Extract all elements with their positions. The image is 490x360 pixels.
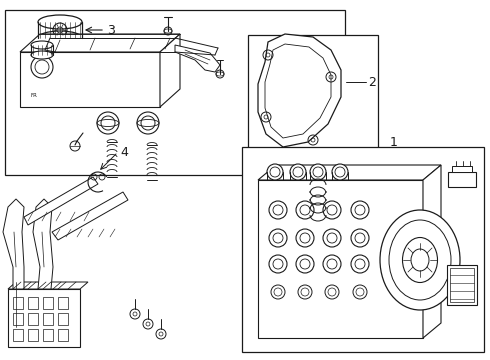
Bar [8,289,80,347]
Ellipse shape [351,229,369,247]
Polygon shape [3,199,24,289]
Text: FR: FR [30,93,37,98]
Ellipse shape [97,112,119,134]
Ellipse shape [325,285,339,299]
Ellipse shape [269,201,287,219]
Ellipse shape [323,229,341,247]
Ellipse shape [137,112,159,134]
Bar [43,313,53,325]
Ellipse shape [351,255,369,273]
Polygon shape [423,165,441,338]
Ellipse shape [298,285,312,299]
Bar [447,265,477,305]
Text: 3: 3 [107,23,115,36]
Bar [450,268,474,302]
Polygon shape [20,34,180,52]
Ellipse shape [269,229,287,247]
Bar [13,313,23,325]
Bar [5,10,345,175]
Polygon shape [258,165,441,180]
Ellipse shape [323,255,341,273]
Text: 4: 4 [120,145,128,158]
Bar [242,147,484,352]
Bar [43,329,53,341]
Polygon shape [33,199,53,289]
Bar [28,313,38,325]
Bar [28,297,38,309]
Bar [20,52,160,107]
Ellipse shape [269,255,287,273]
Bar [58,329,68,341]
Polygon shape [265,44,331,138]
Ellipse shape [353,285,367,299]
Polygon shape [52,192,128,240]
Text: 2: 2 [368,76,376,89]
Polygon shape [24,177,98,225]
Ellipse shape [296,201,314,219]
Bar [452,166,472,172]
Bar [448,172,476,187]
Ellipse shape [351,201,369,219]
Polygon shape [8,282,88,289]
Ellipse shape [310,164,326,180]
Ellipse shape [296,229,314,247]
Polygon shape [258,34,341,147]
Bar [13,297,23,309]
Ellipse shape [31,41,53,49]
Polygon shape [160,34,180,107]
Bar [58,297,68,309]
Polygon shape [175,45,220,72]
Ellipse shape [323,201,341,219]
Ellipse shape [290,164,306,180]
Text: 1: 1 [390,135,398,149]
Bar [28,329,38,341]
Ellipse shape [31,51,53,59]
Bar [248,35,378,175]
Ellipse shape [267,164,283,180]
Bar [43,297,53,309]
Ellipse shape [380,210,460,310]
Ellipse shape [271,285,285,299]
Bar [258,180,423,338]
Bar [13,329,23,341]
Ellipse shape [31,56,53,78]
Ellipse shape [332,164,348,180]
Ellipse shape [296,255,314,273]
Bar [58,313,68,325]
